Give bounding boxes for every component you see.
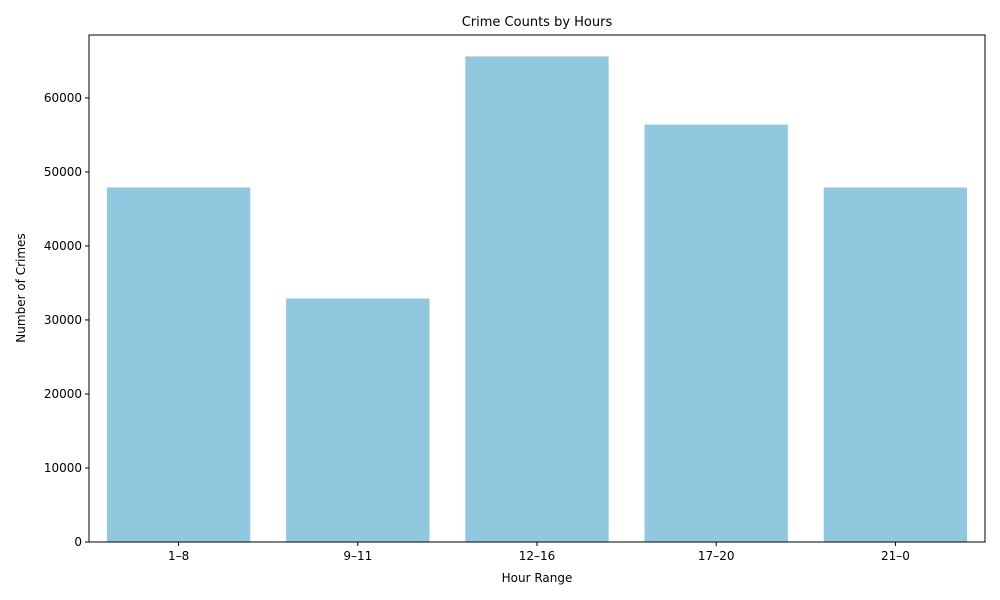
y-axis-label: Number of Crimes bbox=[14, 233, 28, 342]
bar-1 bbox=[106, 187, 251, 542]
x-tick-label: 17–20 bbox=[698, 549, 735, 563]
x-tick-label: 1–8 bbox=[168, 549, 189, 563]
y-tick-label: 60000 bbox=[44, 91, 82, 105]
y-tick-label: 10000 bbox=[44, 461, 82, 475]
x-tick-label: 21–0 bbox=[881, 549, 910, 563]
plot-frame bbox=[88, 34, 986, 543]
bar-5 bbox=[823, 187, 968, 542]
x-axis-label: Hour Range bbox=[502, 571, 573, 585]
y-tick-label: 40000 bbox=[44, 239, 82, 253]
x-tick-label: 12–16 bbox=[519, 549, 556, 563]
y-tick-label: 20000 bbox=[44, 387, 82, 401]
y-tick-label: 30000 bbox=[44, 313, 82, 327]
bars-group bbox=[106, 56, 968, 542]
x-ticks-group: 1–8 9–11 12–16 17–20 21–0 bbox=[168, 542, 910, 563]
y-tick-label: 0 bbox=[74, 535, 82, 549]
x-tick-label: 9–11 bbox=[343, 549, 372, 563]
bar-2 bbox=[286, 298, 430, 542]
bar-3 bbox=[465, 56, 609, 542]
y-ticks-group: 0 10000 20000 30000 40000 50000 60000 bbox=[44, 91, 89, 549]
bar-4 bbox=[644, 124, 788, 542]
chart-title: Crime Counts by Hours bbox=[462, 15, 613, 30]
y-tick-label: 50000 bbox=[44, 165, 82, 179]
